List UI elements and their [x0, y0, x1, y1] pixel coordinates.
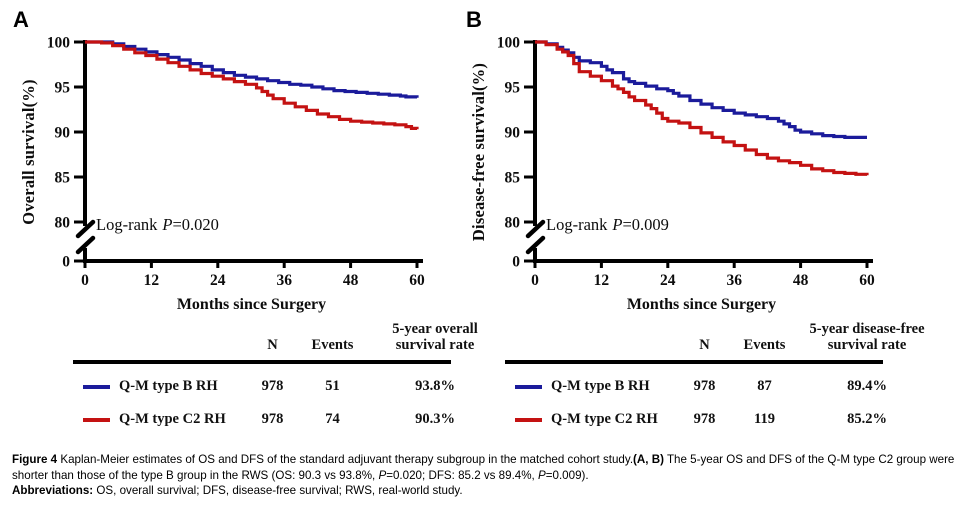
y-tick-label: 90 [505, 125, 521, 142]
logrank-p-value: =0.009 [622, 215, 669, 234]
figure-number: Figure 4 [12, 453, 58, 466]
y-tick-label: 90 [55, 125, 71, 142]
y-tick-label: 80 [55, 215, 71, 232]
y-tick-label: 95 [55, 80, 71, 97]
y-tick-label: 100 [497, 35, 521, 52]
abbreviations-label: Abbreviations: [12, 484, 94, 498]
y-tick-label: 85 [55, 170, 71, 187]
x-axis-title-a: Months since Surgery [176, 296, 327, 313]
y-tick-label: 95 [505, 80, 521, 97]
group-name: Q-M type C2 RH [551, 411, 658, 428]
panel-a: 100 95 90 85 80 0 0 12 24 36 48 60 A Overall surviv… [0, 0, 460, 320]
summary-table-dfs: N Events 5-year disease-free survival ra… [492, 321, 947, 430]
axis-break-mark [525, 235, 546, 255]
y-tick-label: 0 [62, 254, 70, 271]
km-plot-os: 100 95 90 85 80 00 12 24 36 48 60 [47, 35, 425, 290]
x-tick-label: 48 [793, 272, 809, 289]
km-curve [535, 40, 867, 139]
group-name: Q-M type B RH [551, 378, 650, 395]
table-rule [505, 359, 883, 364]
rate-value: 85.2% [847, 411, 887, 428]
table-row: Q-M type C2 RH 978 119 85.2% [492, 410, 947, 430]
col-header-events: Events [311, 336, 354, 353]
n-value: 978 [693, 411, 716, 428]
col-header-rate: 5-year overall survival rate [392, 321, 478, 353]
axis-break-mark [75, 235, 96, 255]
col-header-events: Events [743, 336, 786, 353]
logrank-annotation-b: Log-rank P=0.009 [546, 215, 669, 235]
panel-b-label: B [466, 7, 482, 32]
events-value: 74 [325, 411, 340, 428]
n-value: 978 [693, 378, 716, 395]
x-tick-label: 24 [210, 272, 226, 289]
x-tick-label: 48 [343, 272, 359, 289]
y-axis-title-os: Overall survival(%) [19, 79, 38, 225]
legend-line-red [515, 417, 542, 422]
figure-caption: Figure 4 Kaplan-Meier estimates of OS an… [12, 452, 958, 499]
logrank-p-symbol: P [162, 215, 173, 234]
col-header-rate: 5-year disease-free survival rate [809, 321, 925, 353]
panel-b: 100 95 90 85 80 0 0 12 24 36 48 60 B Disease-free s… [450, 0, 967, 320]
x-tick-label: 36 [726, 272, 742, 289]
legend-line-blue [515, 384, 542, 389]
x-tick-label: 60 [409, 272, 425, 289]
km-curve [85, 40, 419, 130]
x-axis-title-b: Months since Surgery [626, 296, 777, 313]
logrank-p-value: =0.020 [172, 215, 219, 234]
axis-break-mark [75, 219, 96, 239]
table-header-dfs: N Events 5-year disease-free survival ra… [492, 321, 947, 354]
x-tick-label: 24 [660, 272, 676, 289]
table-row: Q-M type B RH 978 51 93.8% [60, 377, 515, 397]
events-value: 87 [757, 378, 772, 395]
y-tick-label: 85 [505, 170, 521, 187]
y-tick-label: 80 [505, 215, 521, 232]
table-header-os: N Events 5-year overall survival rate [60, 321, 515, 354]
n-value: 978 [261, 378, 284, 395]
logrank-text: Log-rank [96, 215, 158, 234]
table-row: Q-M type C2 RH 978 74 90.3% [60, 410, 515, 430]
y-tick-label: 0 [512, 254, 520, 271]
logrank-annotation-a: Log-rank P=0.020 [96, 215, 219, 235]
caption-main: Figure 4 Kaplan-Meier estimates of OS an… [12, 453, 955, 482]
col-header-n: N [699, 336, 710, 353]
rate-value: 89.4% [847, 378, 887, 395]
legend-line-red [83, 417, 110, 422]
logrank-p-symbol: P [612, 215, 623, 234]
col-header-n: N [267, 336, 278, 353]
axis-break-mark [525, 219, 546, 239]
y-tick-label: 100 [47, 35, 71, 52]
caption-abbreviations: Abbreviations: OS, overall survival; DFS… [12, 484, 463, 498]
logrank-text: Log-rank [546, 215, 608, 234]
x-tick-label: 36 [276, 272, 292, 289]
group-name: Q-M type B RH [119, 378, 218, 395]
events-value: 51 [325, 378, 340, 395]
rate-value: 93.8% [415, 378, 455, 395]
table-rule [73, 359, 451, 364]
caption-ab: (A, B) [633, 453, 664, 466]
y-axis-title-dfs: Disease-free survival(%) [469, 62, 488, 242]
rate-value: 90.3% [415, 411, 455, 428]
table-row: Q-M type B RH 978 87 89.4% [492, 377, 947, 397]
events-value: 119 [754, 411, 775, 428]
km-plot-dfs: 100 95 90 85 80 00 12 24 36 48 60 [497, 35, 875, 290]
x-tick-label: 0 [531, 272, 539, 289]
summary-table-os: N Events 5-year overall survival rate Q-… [60, 321, 515, 430]
x-tick-label: 12 [144, 272, 160, 289]
n-value: 978 [261, 411, 284, 428]
km-curve [535, 40, 869, 176]
x-tick-label: 12 [594, 272, 610, 289]
legend-line-blue [83, 384, 110, 389]
panel-a-label: A [13, 7, 29, 32]
group-name: Q-M type C2 RH [119, 411, 226, 428]
km-curve [85, 40, 419, 99]
x-tick-label: 0 [81, 272, 89, 289]
x-tick-label: 60 [859, 272, 875, 289]
